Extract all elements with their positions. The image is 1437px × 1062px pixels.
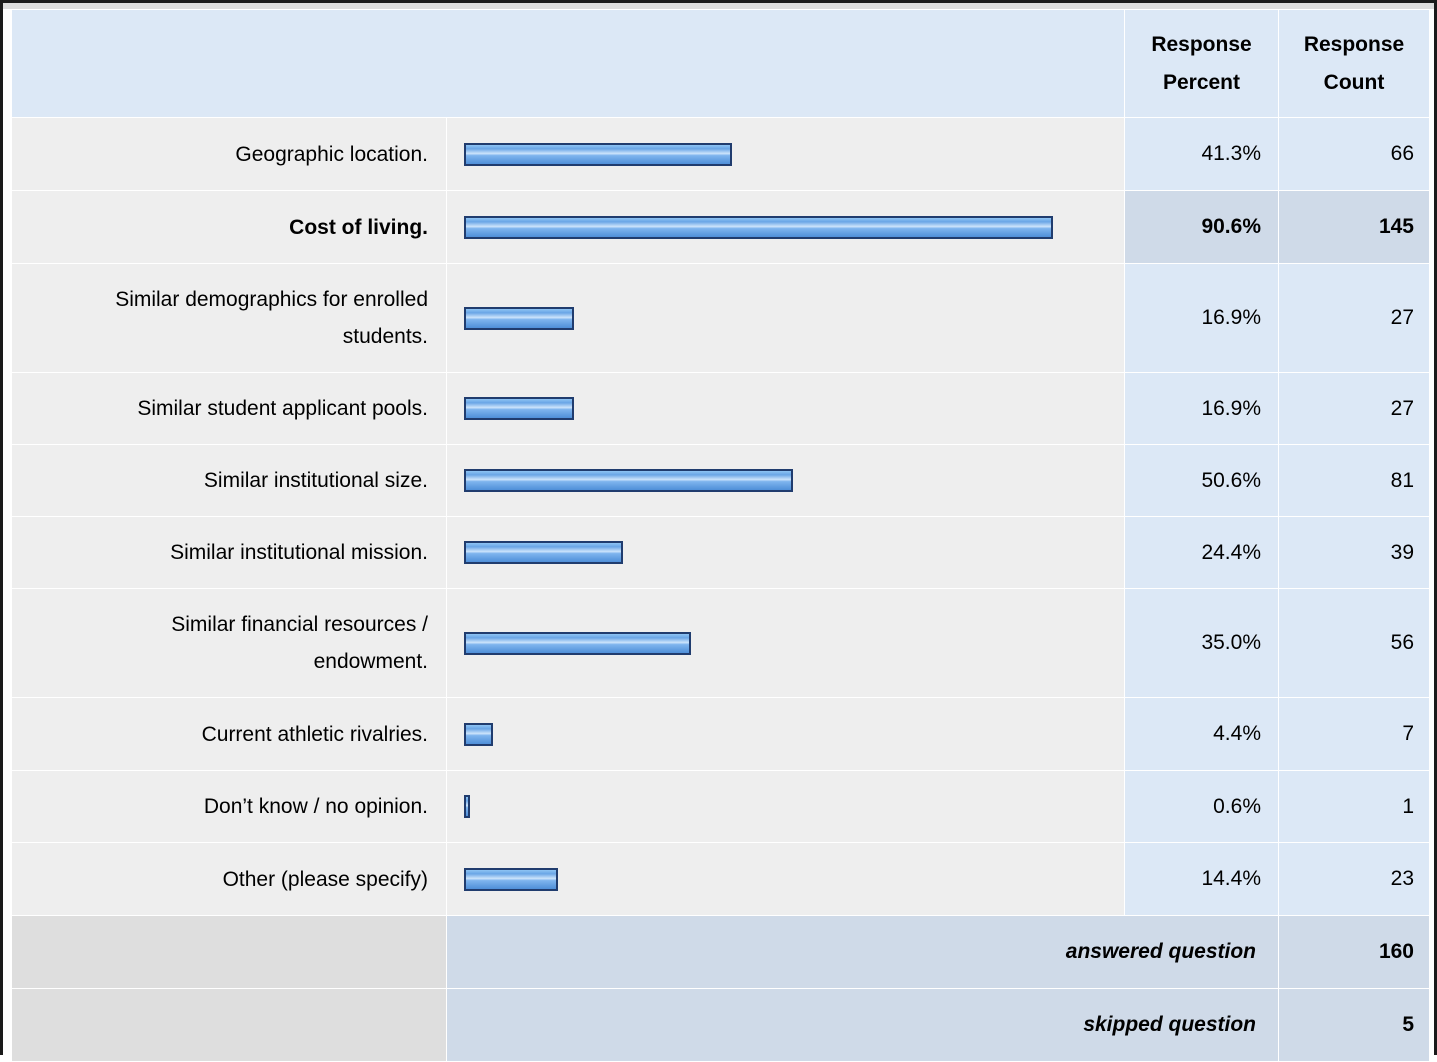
response-percent: 50.6%: [1124, 444, 1279, 517]
answer-label: Geographic location.: [11, 117, 447, 191]
skipped-question-value: 5: [1278, 988, 1430, 1062]
response-bar: [464, 397, 574, 420]
skipped-blank-cell: [11, 988, 447, 1062]
header-response-percent: Response Percent: [1124, 9, 1279, 118]
response-count: 81: [1278, 444, 1430, 517]
response-percent: 0.6%: [1124, 770, 1279, 843]
response-bar: [464, 795, 470, 818]
answer-label: Similar institutional mission.: [11, 516, 447, 589]
table-row: Geographic location. 41.3% 66: [11, 117, 1430, 191]
response-count: 27: [1278, 372, 1430, 445]
table-row: Similar institutional size. 50.6% 81: [11, 444, 1430, 517]
answer-label: Similar financial resources / endowment.: [11, 588, 447, 698]
response-bar: [464, 541, 623, 564]
results-table: Response Percent Response Count Geograph…: [11, 9, 1430, 1062]
results-body: Geographic location. 41.3% 66 Cost of livi…: [11, 117, 1430, 916]
bar-cell: [446, 842, 1125, 916]
bar-cell: [446, 588, 1125, 698]
bar-cell: [446, 444, 1125, 517]
response-count: 23: [1278, 842, 1430, 916]
response-bar: [464, 215, 1053, 239]
response-bar: [464, 469, 793, 492]
response-percent: 35.0%: [1124, 588, 1279, 698]
table-row: Similar student applicant pools. 16.9% 27: [11, 372, 1430, 445]
answer-label: Cost of living.: [11, 190, 447, 264]
answered-question-value: 160: [1278, 915, 1430, 989]
bar-cell: [446, 190, 1125, 264]
response-percent: 14.4%: [1124, 842, 1279, 916]
bar-cell: [446, 263, 1125, 373]
answer-label: Similar institutional size.: [11, 444, 447, 517]
bar-cell: [446, 516, 1125, 589]
answer-label: Similar student applicant pools.: [11, 372, 447, 445]
table-row: Current athletic rivalries. 4.4% 7: [11, 697, 1430, 771]
response-count: 66: [1278, 117, 1430, 191]
table-row: Similar financial resources / endowment.…: [11, 588, 1430, 698]
bar-cell: [446, 372, 1125, 445]
response-count: 1: [1278, 770, 1430, 843]
table-row: Don’t know / no opinion. 0.6% 1: [11, 770, 1430, 843]
response-bar: [464, 306, 574, 330]
response-count: 27: [1278, 263, 1430, 373]
bar-cell: [446, 770, 1125, 843]
response-bar: [464, 722, 493, 746]
response-bar: [464, 142, 732, 166]
response-percent: 4.4%: [1124, 697, 1279, 771]
answer-label: Current athletic rivalries.: [11, 697, 447, 771]
header-response-count: Response Count: [1278, 9, 1430, 118]
answer-label: Other (please specify): [11, 842, 447, 916]
skipped-row: skipped question 5: [11, 988, 1430, 1062]
response-count: 145: [1278, 190, 1430, 264]
response-bar: [464, 867, 558, 891]
header-blank-cell: [11, 9, 1125, 118]
header-row: Response Percent Response Count: [11, 9, 1430, 118]
bar-cell: [446, 117, 1125, 191]
bar-cell: [446, 697, 1125, 771]
top-border-strip: [3, 3, 1434, 9]
response-count: 7: [1278, 697, 1430, 771]
table-row: Similar demographics for enrolled studen…: [11, 263, 1430, 373]
response-percent: 90.6%: [1124, 190, 1279, 264]
response-percent: 16.9%: [1124, 263, 1279, 373]
table-row: Cost of living. 90.6% 145: [11, 190, 1430, 264]
table-row: Similar institutional mission. 24.4% 39: [11, 516, 1430, 589]
skipped-question-label: skipped question: [446, 988, 1279, 1062]
answered-question-label: answered question: [446, 915, 1279, 989]
answer-label: Similar demographics for enrolled studen…: [11, 263, 447, 373]
answered-row: answered question 160: [11, 915, 1430, 989]
response-count: 56: [1278, 588, 1430, 698]
response-bar: [464, 631, 691, 655]
response-percent: 16.9%: [1124, 372, 1279, 445]
response-percent: 41.3%: [1124, 117, 1279, 191]
response-percent: 24.4%: [1124, 516, 1279, 589]
response-count: 39: [1278, 516, 1430, 589]
answer-label: Don’t know / no opinion.: [11, 770, 447, 843]
answered-blank-cell: [11, 915, 447, 989]
table-row: Other (please specify) 14.4% 23: [11, 842, 1430, 916]
